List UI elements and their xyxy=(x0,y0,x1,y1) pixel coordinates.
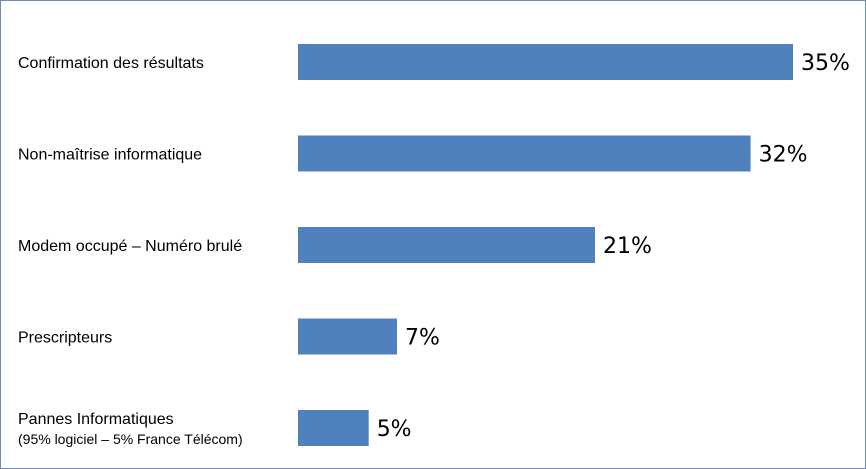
category-label-1: Confirmation des résultats xyxy=(18,55,204,72)
value-label-1: 35% xyxy=(801,51,850,76)
value-label-3: 21% xyxy=(603,234,652,259)
bar-2 xyxy=(298,135,751,172)
bar-5 xyxy=(298,410,369,446)
value-labels: 35% 32% 21% 7% 5% xyxy=(377,51,850,442)
bar-3 xyxy=(298,227,595,263)
category-label-3: Modem occupé – Numéro brulé xyxy=(18,238,242,255)
value-label-2: 32% xyxy=(759,143,808,168)
value-label-4: 7% xyxy=(405,326,440,351)
category-label-2: Non-maîtrise informatique xyxy=(18,147,202,164)
category-labels: Confirmation des résultats Non-maîtrise i… xyxy=(18,55,243,447)
bar-4 xyxy=(298,318,397,355)
category-label-4: Prescripteurs xyxy=(18,330,112,347)
category-sublabel-5: (95% logiciel – 5% France Télécom) xyxy=(18,431,243,447)
category-label-5: Pannes Informatiques xyxy=(18,411,174,428)
bar-1 xyxy=(298,44,793,80)
bars xyxy=(298,44,793,446)
value-label-5: 5% xyxy=(377,417,412,442)
